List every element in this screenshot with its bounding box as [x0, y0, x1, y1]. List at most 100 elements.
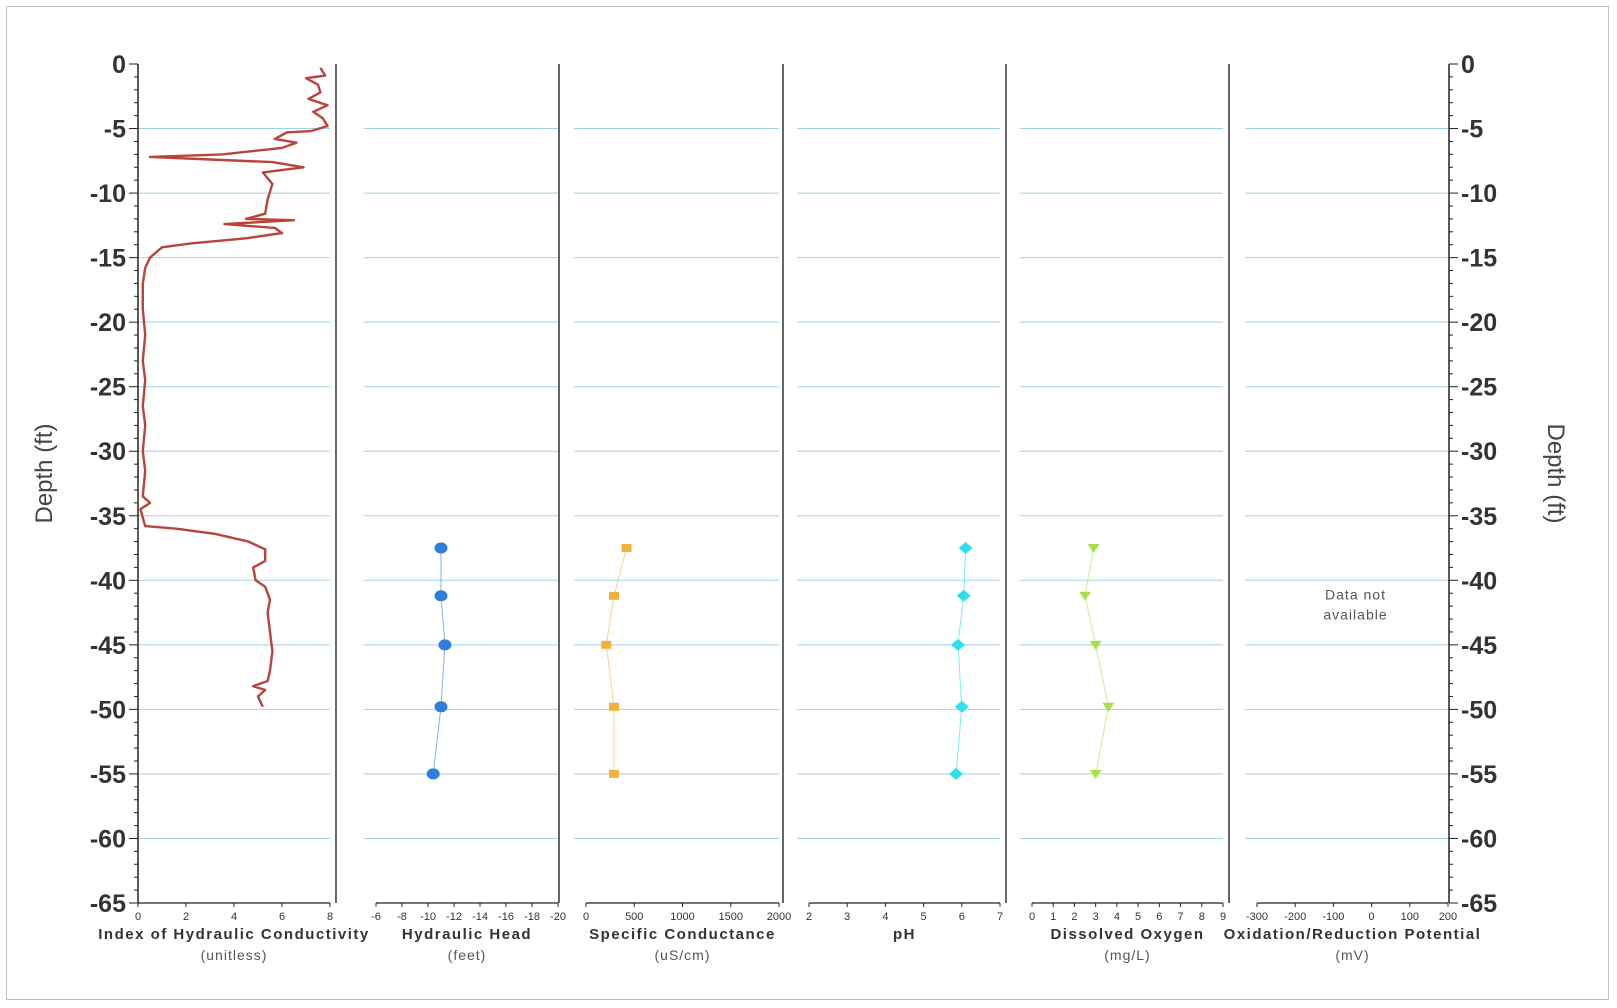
panel-unit: (uS/cm): [655, 947, 711, 963]
x-tick-label: -100: [1322, 911, 1344, 923]
conductivity-trace: [139, 67, 329, 708]
x-tick-label: 1: [1050, 911, 1056, 923]
x-tick-label: 6: [279, 911, 285, 923]
x-tick-label: 8: [1199, 911, 1205, 923]
x-tick-label: 0: [1369, 911, 1375, 923]
right-tick-label: -15: [1461, 245, 1497, 273]
panel-1: -6 -8 -10 -12 -14 -16 -18 -20 Hydraulic Head (fee…: [371, 64, 566, 963]
left-tick-label: 0: [112, 51, 126, 79]
x-tick-label: 1500: [719, 911, 743, 923]
x-tick-label: 6: [1156, 911, 1162, 923]
x-tick-label: 4: [1114, 911, 1120, 923]
left-tick-label: -50: [90, 696, 126, 724]
data-point: [1089, 769, 1102, 779]
x-tick-label: 5: [1135, 911, 1141, 923]
x-tick-label: 3: [1093, 911, 1099, 923]
x-tick-label: 100: [1401, 911, 1419, 923]
x-tick-label: 4: [882, 911, 888, 923]
series-line: [1084, 547, 1109, 774]
data-point: [601, 640, 612, 649]
x-tick-label: -14: [472, 911, 488, 923]
data-point: [1087, 544, 1100, 554]
gridlines: [138, 128, 1448, 839]
panel-unit: (feet): [448, 947, 487, 963]
left-tick-label: -30: [90, 438, 126, 466]
data-point: [608, 702, 619, 711]
right-tick-label: -50: [1461, 696, 1497, 724]
right-tick-label: 0: [1461, 51, 1475, 79]
x-tick-label: 2000: [767, 911, 791, 923]
x-tick-label: 4: [231, 911, 237, 923]
x-tick-label: -200: [1284, 911, 1306, 923]
panel-unit: (mg/L): [1104, 947, 1150, 963]
left-tick-label: -40: [90, 567, 126, 595]
x-tick-label: 2: [1071, 911, 1077, 923]
right-tick-label: -60: [1461, 825, 1497, 853]
left-tick-label: -25: [90, 374, 126, 402]
panel-title: Index of Hydraulic Conductivity: [98, 926, 370, 943]
series-line: [605, 547, 627, 774]
left-tick-label: -5: [104, 116, 126, 144]
panel-5: -300 -200 -100 0 100 200 Oxidation/Reduction P…: [1224, 587, 1482, 963]
data-point: [608, 769, 619, 778]
x-tick-label: -16: [498, 911, 514, 923]
left-tick-label: -10: [90, 180, 126, 208]
right-tick-label: -35: [1461, 503, 1497, 531]
x-tick-label: 7: [1177, 911, 1183, 923]
left-tick-label: -45: [90, 632, 126, 660]
data-point: [434, 590, 448, 602]
panel-unit: (unitless): [201, 947, 268, 963]
panel-4: 0 1 2 3 4 5 6 7 8 9 Dissolved Oxygen (mg/L): [1029, 64, 1230, 963]
x-tick-label: 8: [327, 911, 333, 923]
x-tick-label: 2: [806, 911, 812, 923]
x-tick-label: 0: [1029, 911, 1035, 923]
panel-title: pH: [893, 926, 916, 943]
right-depth-axis: 0 -5 -10 -15 -20 -25 -30 -35 -40 -45 -50 -55 -60 -65 D…: [1448, 51, 1569, 918]
x-tick-label: 1000: [670, 911, 694, 923]
data-point: [956, 589, 971, 602]
data-point: [608, 591, 619, 600]
panel-0: 0 2 4 6 8 Index of Hydraulic Conductivity (uni…: [98, 64, 370, 963]
data-point: [954, 700, 969, 713]
figure-frame: [6, 6, 1609, 1000]
x-tick-label: -300: [1246, 911, 1268, 923]
panel-3: 2 3 4 5 6 7 pH: [806, 64, 1007, 943]
left-axis-title: Depth (ft): [31, 423, 58, 523]
panel-title: Dissolved Oxygen: [1050, 926, 1204, 943]
right-tick-label: -10: [1461, 180, 1497, 208]
panel-2: 0 500 1000 1500 2000 Specific Conductance (uS/…: [583, 64, 791, 963]
x-tick-label: 7: [997, 911, 1003, 923]
left-tick-label: -35: [90, 503, 126, 531]
x-tick-label: -12: [446, 911, 462, 923]
right-tick-label: -5: [1461, 116, 1483, 144]
left-tick-label: -20: [90, 309, 126, 337]
left-tick-label: -65: [90, 890, 126, 918]
right-tick-label: -20: [1461, 309, 1497, 337]
data-point: [434, 701, 448, 713]
x-tick-label: 0: [135, 911, 141, 923]
data-point: [1102, 702, 1115, 712]
x-tick-label: 500: [625, 911, 643, 923]
right-tick-label: -25: [1461, 374, 1497, 402]
series-line: [432, 548, 446, 774]
left-tick-label: -55: [90, 761, 126, 789]
right-tick-label: -40: [1461, 567, 1497, 595]
panel-title: Specific Conductance: [589, 926, 776, 943]
x-tick-label: 0: [583, 911, 589, 923]
x-tick-label: 6: [959, 911, 965, 923]
x-tick-label: 5: [921, 911, 927, 923]
panel-title: Hydraulic Head: [402, 926, 532, 943]
right-axis-title: Depth (ft): [1542, 423, 1569, 523]
no-data-note: Data not: [1325, 587, 1386, 603]
x-tick-label: -6: [371, 911, 381, 923]
right-tick-label: -30: [1461, 438, 1497, 466]
right-tick-label: -45: [1461, 632, 1497, 660]
x-tick-label: 200: [1439, 911, 1457, 923]
left-tick-label: -15: [90, 245, 126, 273]
x-tick-label: 2: [183, 911, 189, 923]
panel-title: Oxidation/Reduction Potential: [1224, 926, 1482, 943]
data-point: [1079, 591, 1092, 601]
series-line: [955, 547, 967, 774]
x-tick-label: 3: [844, 911, 850, 923]
